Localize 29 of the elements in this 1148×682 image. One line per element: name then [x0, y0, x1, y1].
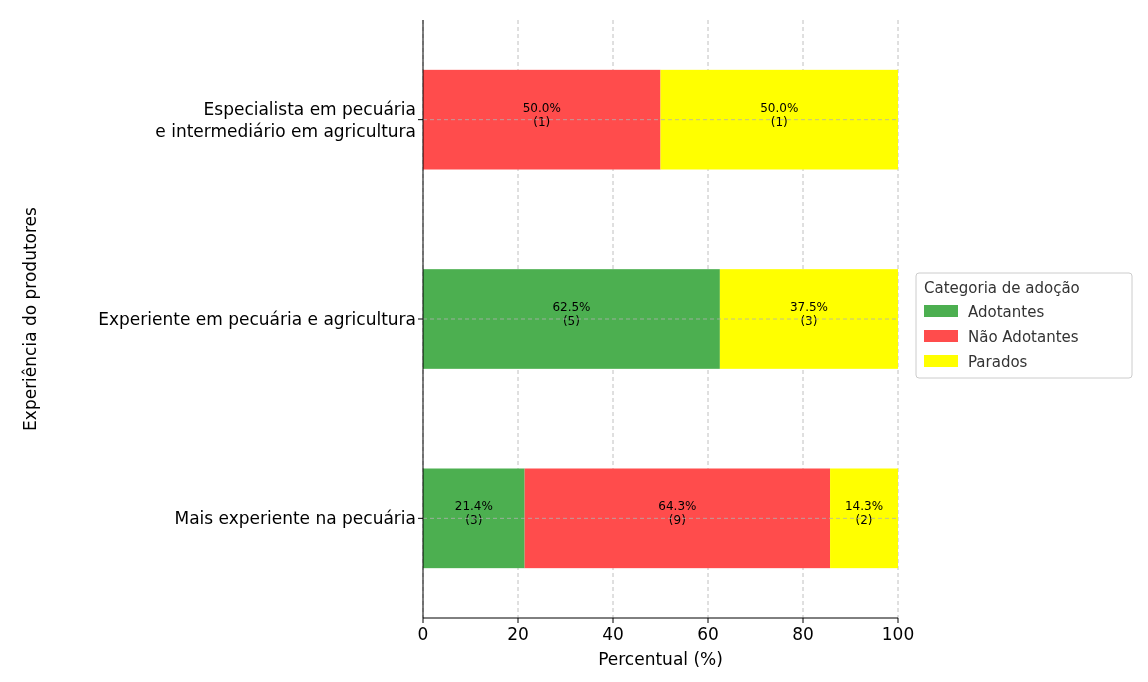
- data-label: 14.3% (2): [844, 499, 884, 528]
- x-tick-label: 0: [417, 624, 429, 644]
- data-label: 62.5% (5): [552, 300, 591, 328]
- data-label: 21.4% (3): [454, 499, 493, 528]
- bar: [524, 468, 831, 569]
- x-tick-label: 60: [697, 624, 719, 644]
- x-tick-label: 100: [881, 624, 915, 644]
- bar: [660, 69, 898, 170]
- bar: [423, 269, 720, 369]
- x-tick-label: 80: [792, 624, 814, 644]
- data-label: 50.0% (1): [522, 100, 561, 129]
- legend-label: Não Adotantes: [968, 328, 1079, 346]
- bar: [719, 269, 898, 369]
- y-tick-label: Especialista em pecuária e intermediário em agricultura: [155, 98, 416, 141]
- legend-title: Categoria de adoção: [924, 279, 1080, 297]
- x-tick-label: 40: [602, 624, 624, 644]
- bar: [830, 468, 898, 569]
- bar: [423, 69, 661, 170]
- legend-label: Adotantes: [968, 303, 1045, 321]
- data-label: 50.0% (1): [760, 100, 799, 129]
- y-axis-title: Experiência do produtores: [20, 206, 40, 431]
- y-tick-label: Mais experiente na pecuária: [174, 508, 416, 529]
- y-tick-label: Experiente em pecuária e agricultura: [98, 309, 416, 329]
- x-tick-label: 20: [507, 624, 529, 644]
- x-axis-title: Percentual (%): [598, 649, 723, 669]
- data-label: 64.3% (9): [658, 499, 697, 528]
- data-label: 37.5% (3): [789, 300, 828, 328]
- legend-label: Parados: [968, 353, 1028, 371]
- bar: [423, 468, 525, 569]
